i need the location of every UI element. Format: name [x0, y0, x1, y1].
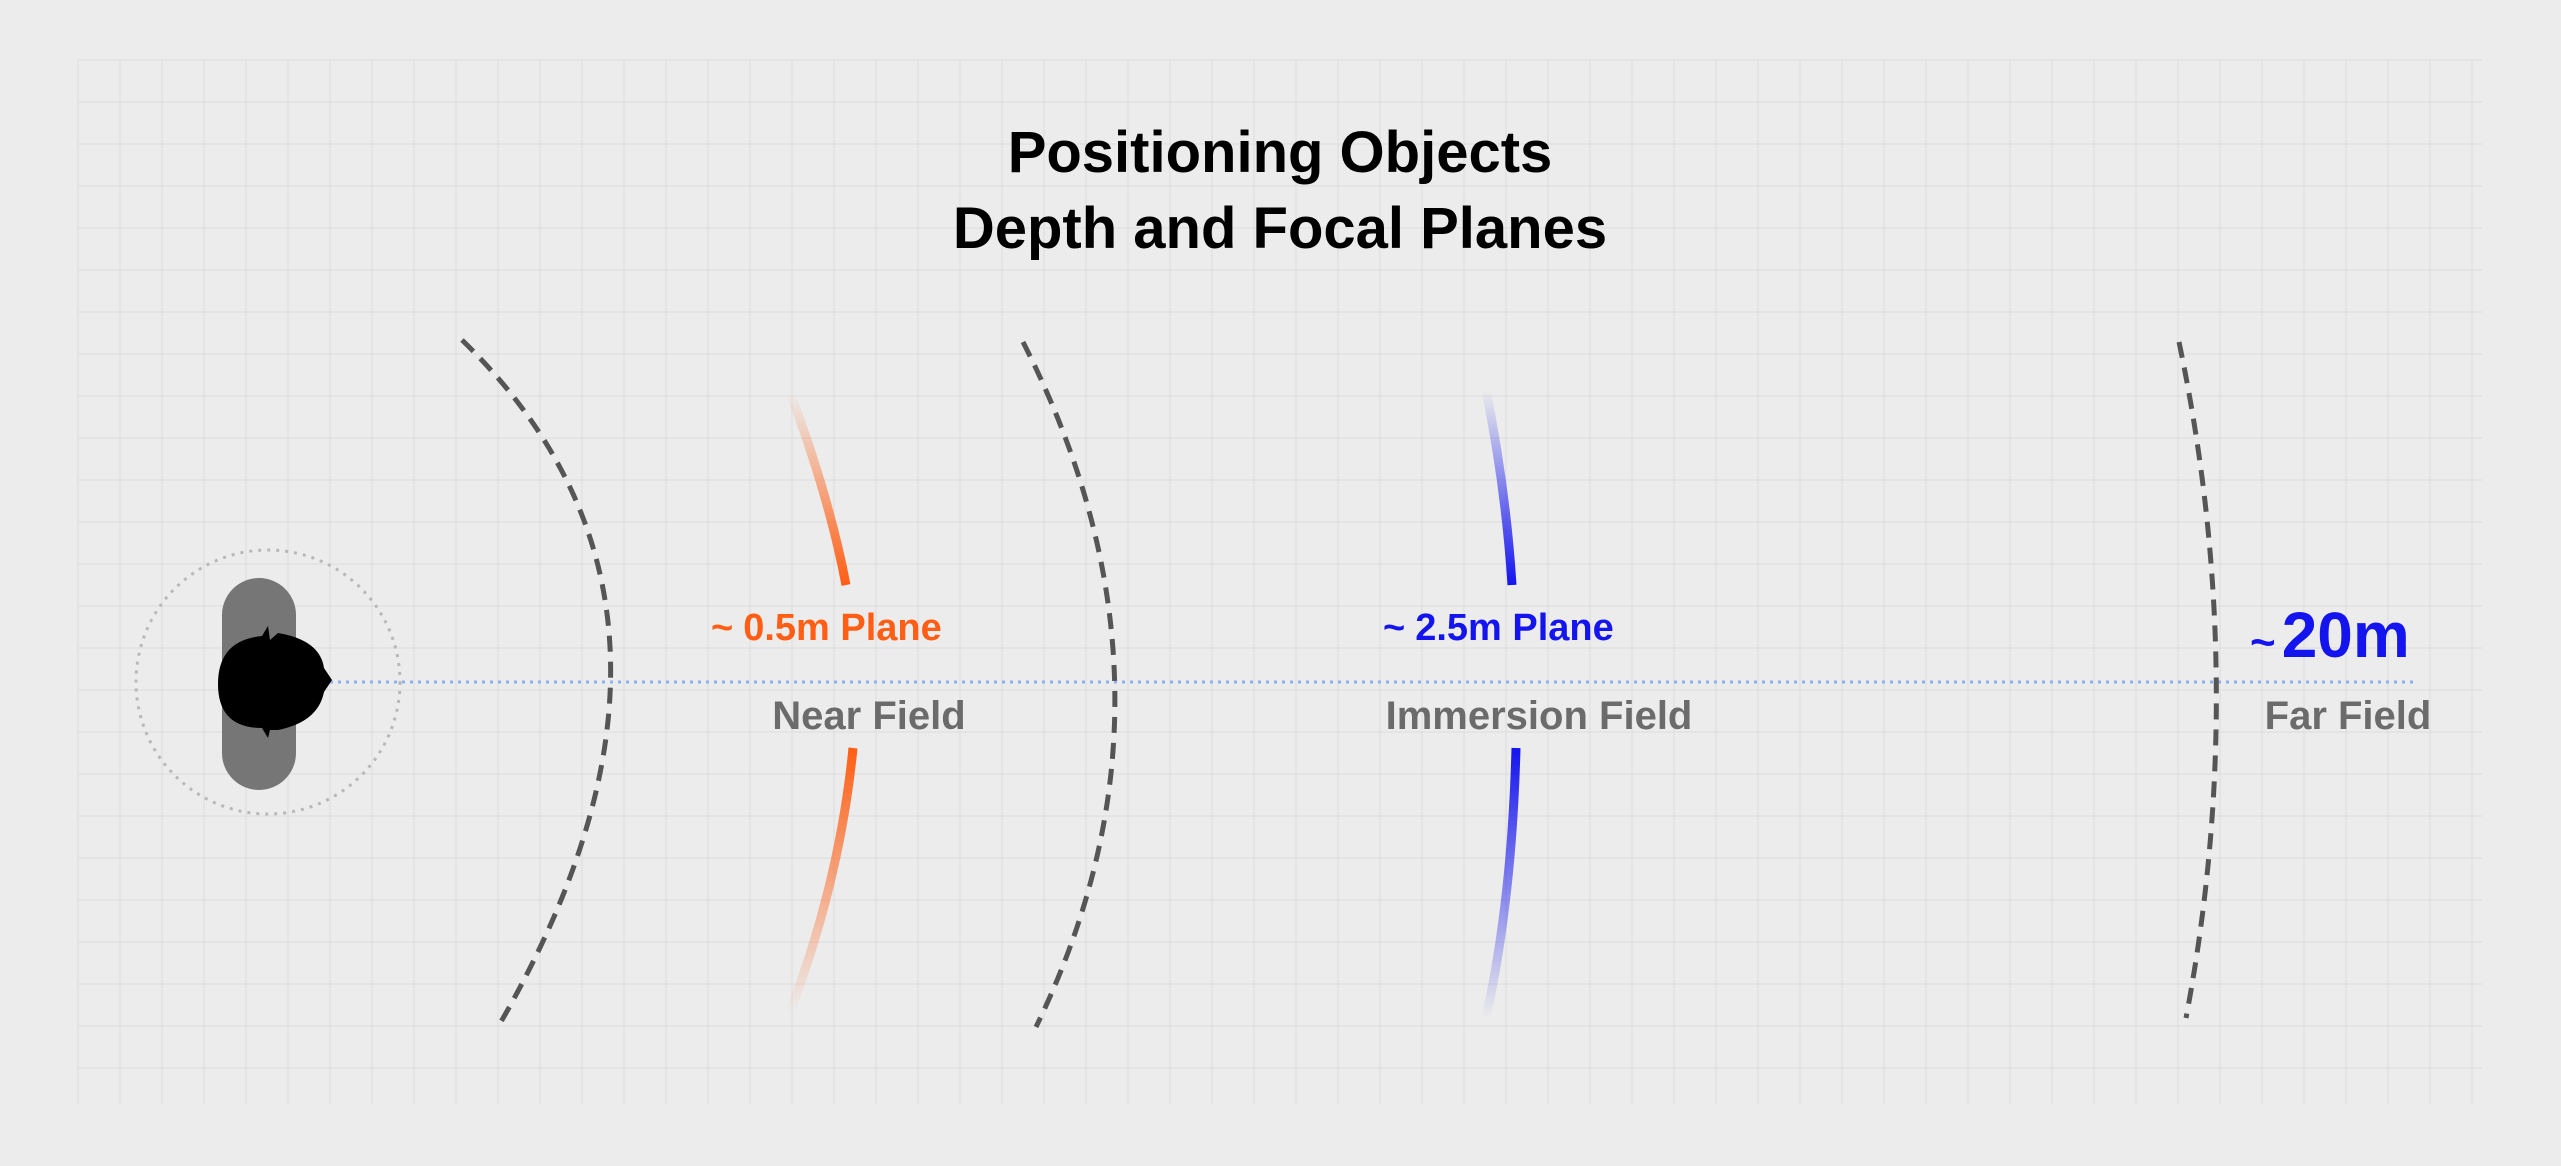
near-plane-label: ~0.5m Plane — [711, 607, 942, 649]
near-field-boundary-arc — [460, 338, 613, 1029]
far-field-boundary-arc — [2176, 341, 2219, 1019]
viewer-range-circle — [134, 548, 402, 816]
far-plane-tilde: ~ — [2250, 618, 2276, 667]
background-grid — [77, 59, 2482, 1104]
near-plane-arc-top — [785, 390, 851, 586]
immersion-plane-label: ~2.5m Plane — [1383, 607, 1614, 649]
immersion-plane-value: 2.5m Plane — [1415, 607, 1614, 649]
immersion-plane-arc-bottom — [1481, 747, 1521, 1019]
immersion-plane-arc-top — [1481, 389, 1517, 586]
immersion-field-label: Immersion Field — [1386, 694, 1693, 738]
immersion-field-boundary-arc — [1020, 340, 1118, 1029]
near-plane-arc-bottom — [785, 747, 858, 1014]
far-plane-value: 20m — [2282, 599, 2410, 671]
near-plane-tilde: ~ — [711, 607, 733, 649]
head-silhouette — [218, 626, 332, 738]
near-field-label: Near Field — [772, 694, 965, 738]
title-line-1: Positioning Objects — [1008, 120, 1553, 185]
near-plane-value: 0.5m Plane — [743, 607, 942, 649]
user-head-top-view-icon — [134, 548, 402, 816]
title-line-2: Depth and Focal Planes — [953, 196, 1607, 261]
far-field-label: Far Field — [2265, 694, 2432, 738]
immersion-plane-tilde: ~ — [1383, 607, 1405, 649]
far-plane-label: ~20m — [2250, 599, 2410, 671]
